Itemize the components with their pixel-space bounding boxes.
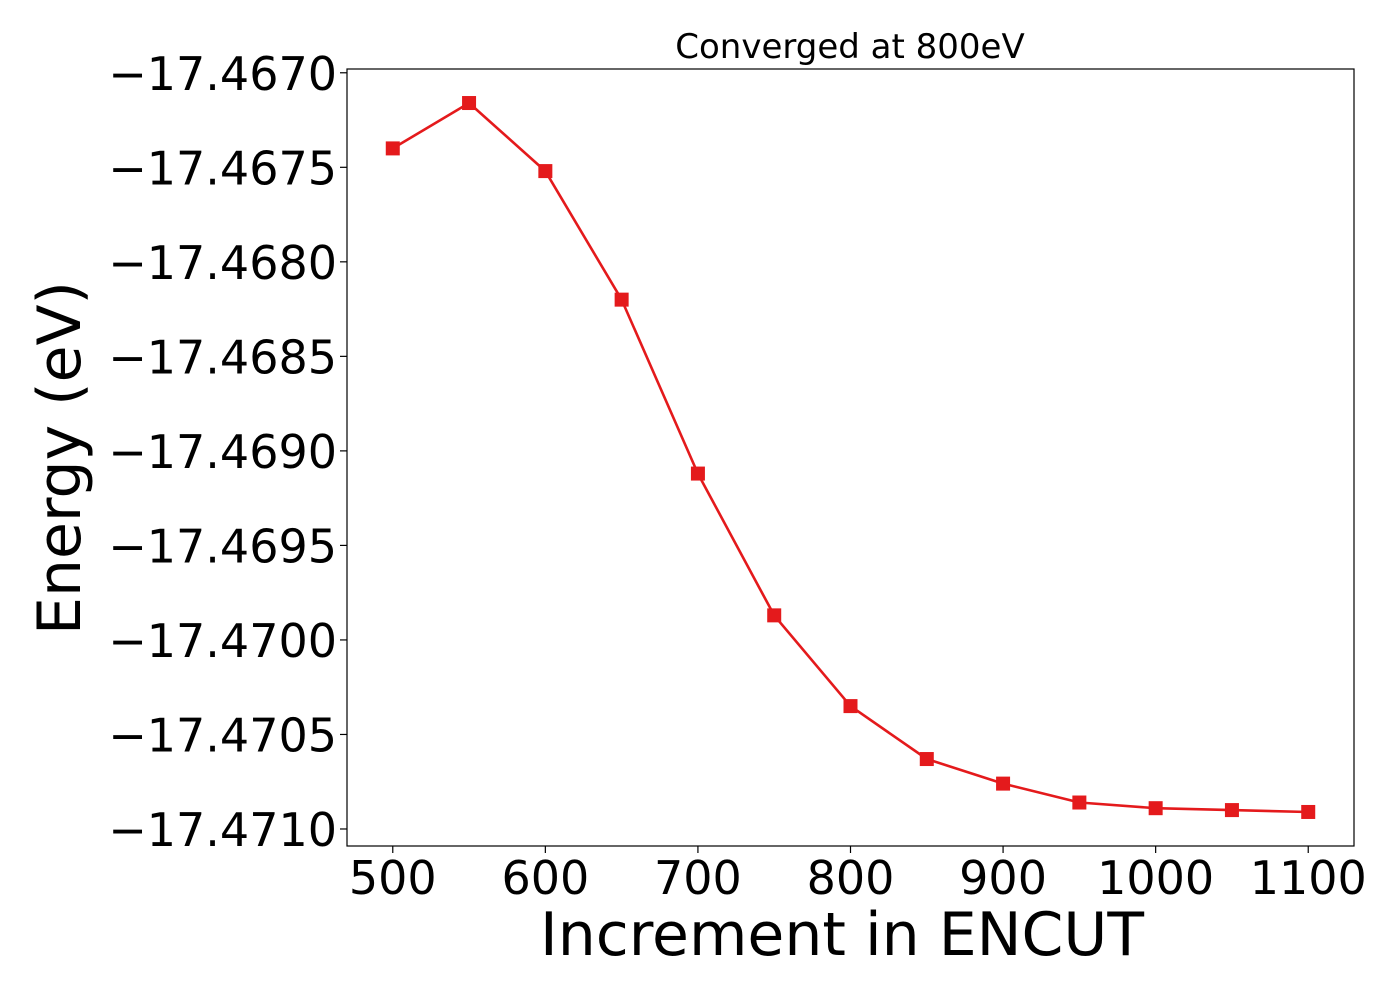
data-point-marker [843,699,858,714]
data-point-marker [1301,804,1316,819]
data-point-marker [462,96,477,111]
data-point-marker [919,752,934,767]
y-tick-label: −17.4680 [108,236,337,290]
data-point-marker [996,776,1011,791]
x-tick-label: 900 [959,851,1047,905]
data-point-marker [1072,795,1087,810]
y-tick-label: −17.4710 [108,803,337,857]
data-point-marker [538,164,553,179]
y-tick-label: −17.4685 [108,330,337,384]
y-tick-label: −17.4690 [108,425,337,479]
data-point-marker [385,141,400,156]
chart-title: Converged at 800eV [675,27,1024,67]
y-axis: −17.4710 −17.4705 −17.4700 −17.4695 −17.4690… [108,47,347,857]
x-axis-label: Increment in ENCUT [540,900,1144,970]
x-tick-label: 500 [349,851,437,905]
x-tick-label: 1100 [1250,851,1367,905]
data-point-marker [1148,801,1163,816]
data-point-marker [767,608,782,623]
data-point-marker [690,466,705,481]
y-tick-label: −17.4705 [108,708,337,762]
x-tick-label: 600 [501,851,589,905]
x-axis: 500 600 700 800 900 1000 1100 [349,846,1367,905]
x-tick-label: 800 [807,851,895,905]
series-layer [385,96,1316,819]
x-tick-label: 1000 [1097,851,1214,905]
y-axis-label: Energy (eV) [25,281,95,635]
data-point-marker [1224,803,1239,818]
y-tick-label: −17.4695 [108,519,337,573]
data-point-marker [614,292,629,307]
y-tick-label: −17.4675 [108,141,337,195]
x-tick-label: 700 [654,851,742,905]
y-tick-label: −17.4670 [108,47,337,101]
plot-area-frame [346,68,1355,847]
y-tick-label: −17.4700 [108,614,337,668]
